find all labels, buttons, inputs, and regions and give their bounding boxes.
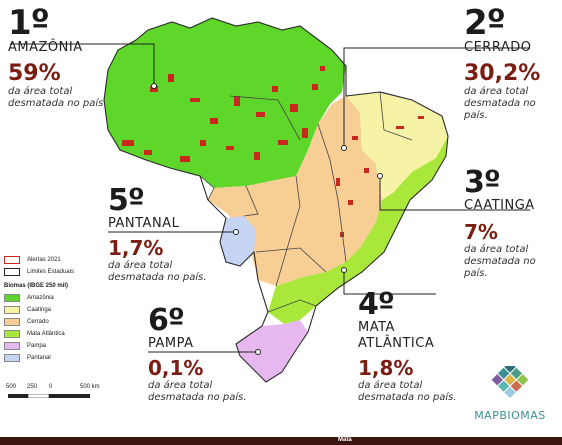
callout-caatinga: 3º CAATINGA 7% da área total desmatada n…	[464, 168, 562, 280]
legend-title: Biomas (IBGE 250 mil)	[4, 283, 69, 289]
deforestation-alerts	[122, 66, 424, 237]
mapbiomas-logo-icon	[491, 361, 529, 399]
desc-line-2: desmatada no país.	[464, 256, 536, 279]
biome-label: AMAZÔNIA	[8, 40, 83, 55]
callout-pantanal: 5º PANTANAL 1,7% da área total desmatada…	[108, 186, 207, 284]
footer-strip: Mata	[0, 437, 562, 445]
biome-pampa	[236, 320, 308, 382]
rank-label: 1º	[8, 3, 50, 43]
biome-label: MATA	[358, 320, 395, 335]
biome-swatch	[4, 294, 20, 302]
callout-amazonia: 1º AMAZÔNIA 59% da área total desmatada …	[8, 6, 103, 110]
alerts-swatch	[4, 256, 20, 264]
biome-swatch	[4, 306, 20, 314]
biome-amazonia	[104, 18, 346, 188]
desc-line-1: da área total	[464, 86, 529, 97]
scale-tick-label: 500	[6, 384, 17, 390]
leader-dots	[151, 83, 383, 355]
rank-label: 4º	[358, 287, 395, 322]
legend-item: Pampa	[4, 340, 74, 352]
callout-cerrado: 2º CERRADO 30,2% da área total desmatada…	[420, 6, 558, 122]
desc-line-1: da área total	[464, 244, 529, 255]
desc-line-1: da área total	[148, 380, 213, 391]
percent-label: 30,2%	[464, 61, 541, 86]
legend-label: Limites Estaduais	[27, 269, 75, 275]
legend-label: Pantanal	[27, 355, 51, 361]
rank-label: 2º	[464, 3, 506, 43]
legend-item: Caatinga	[4, 304, 74, 316]
legend-label: Mata Atlântica	[27, 331, 65, 337]
desc-line-2: desmatada no país	[8, 98, 104, 109]
legend-state-limits: Limites Estaduais	[4, 266, 74, 278]
biome-pantanal	[220, 216, 256, 266]
state-limits	[199, 91, 413, 313]
biome-label: PANTANAL	[108, 216, 180, 231]
country-outline	[103, 17, 449, 383]
callout-pampa: 6º PAMPA 0,1% da área total desmatada no…	[148, 306, 247, 404]
biome-label-2: ATLÂNTICA	[358, 336, 435, 351]
legend-item: Pantanal	[4, 352, 74, 364]
percent-label: 59%	[8, 61, 61, 86]
desc-line-1: da área total	[358, 380, 423, 391]
biome-swatch	[4, 330, 20, 338]
scale-tick-label: 0	[49, 384, 53, 390]
legend-item: Mata Atlântica	[4, 328, 74, 340]
callout-mata-atlantica: 4º MATA ATLÂNTICA 1,8% da área total des…	[358, 290, 457, 404]
biome-swatch	[4, 342, 20, 350]
biome-label: CAATINGA	[464, 198, 535, 213]
percent-label: 1,7%	[108, 236, 164, 260]
leader-lines	[10, 43, 530, 353]
desc-line-2: desmatada no país.	[464, 98, 536, 121]
legend-item: Cerrado	[4, 316, 74, 328]
state-limits-swatch	[4, 268, 20, 276]
legend-label: Pampa	[27, 343, 47, 349]
biome-swatch	[4, 354, 20, 362]
biome-mata-atlantica	[268, 136, 448, 324]
legend-label: Cerrado	[27, 319, 49, 325]
scale-bar-graphic	[8, 394, 90, 398]
desc-line-2: desmatada no país.	[148, 392, 247, 403]
desc-line-2: desmatada no país.	[108, 272, 207, 283]
desc-line-1: da área total	[108, 260, 173, 271]
percent-label: 7%	[464, 220, 498, 244]
logo-text: MAPBIOMAS	[474, 409, 546, 422]
rank-label: 6º	[148, 303, 185, 338]
map-legend: Alertas 2021 Limites Estaduais Biomas (I…	[4, 254, 74, 364]
percent-label: 0,1%	[148, 356, 204, 380]
biome-label: PAMPA	[148, 336, 194, 351]
biome-swatch	[4, 318, 20, 326]
legend-alerts: Alertas 2021	[4, 254, 74, 266]
desc-line-1: da área total	[8, 86, 73, 97]
footer-label: Mata	[338, 437, 352, 443]
mapbiomas-logo: MAPBIOMAS	[474, 361, 546, 422]
legend-label: Caatinga	[27, 307, 52, 313]
rank-label: 5º	[108, 183, 145, 218]
scale-tick-label: 250	[27, 384, 38, 390]
rank-label: 3º	[464, 165, 501, 200]
scale-tick-label: 500 km	[80, 384, 100, 390]
biome-label: CERRADO	[464, 40, 532, 55]
legend-label: Amazônia	[27, 295, 54, 301]
desc-line-2: desmatada no país.	[358, 392, 457, 403]
legend-item: Amazônia	[4, 292, 74, 304]
percent-label: 1,8%	[358, 356, 414, 380]
legend-label: Alertas 2021	[27, 257, 61, 263]
